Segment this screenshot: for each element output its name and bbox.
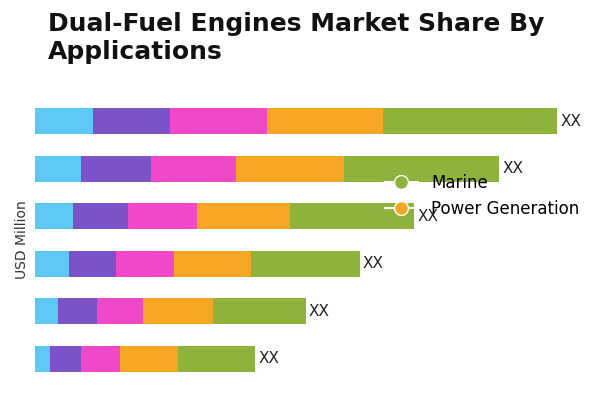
Bar (197, 203, 290, 229)
Text: Dual-Fuel Engines Market Share By
Applications: Dual-Fuel Engines Market Share By Applic… (48, 12, 544, 64)
Bar (35, 251, 70, 277)
Text: XX: XX (502, 161, 523, 176)
Bar (81, 156, 151, 182)
Text: XX: XX (417, 209, 438, 224)
Bar (383, 108, 557, 134)
Bar (151, 156, 236, 182)
Bar (92, 108, 170, 134)
Bar (35, 108, 92, 134)
Bar (178, 346, 256, 372)
Y-axis label: USD Million: USD Million (15, 201, 29, 279)
Bar (70, 251, 116, 277)
Bar (35, 298, 58, 324)
Bar (73, 203, 128, 229)
Bar (120, 346, 178, 372)
Bar (97, 298, 143, 324)
Bar (35, 203, 73, 229)
Bar (170, 108, 267, 134)
Bar (236, 156, 344, 182)
Bar (290, 203, 414, 229)
Bar (213, 298, 305, 324)
Bar (344, 156, 499, 182)
Text: XX: XX (560, 114, 581, 129)
Bar (267, 108, 383, 134)
Bar (35, 346, 50, 372)
Bar (174, 251, 251, 277)
Text: XX: XX (259, 351, 280, 366)
Legend: Marine, Power Generation: Marine, Power Generation (378, 167, 586, 225)
Bar (116, 251, 174, 277)
Bar (128, 203, 197, 229)
Bar (143, 298, 213, 324)
Bar (251, 251, 360, 277)
Bar (58, 298, 97, 324)
Text: XX: XX (309, 304, 330, 319)
Bar (35, 156, 81, 182)
Text: XX: XX (363, 256, 384, 271)
Bar (50, 346, 81, 372)
Bar (81, 346, 120, 372)
